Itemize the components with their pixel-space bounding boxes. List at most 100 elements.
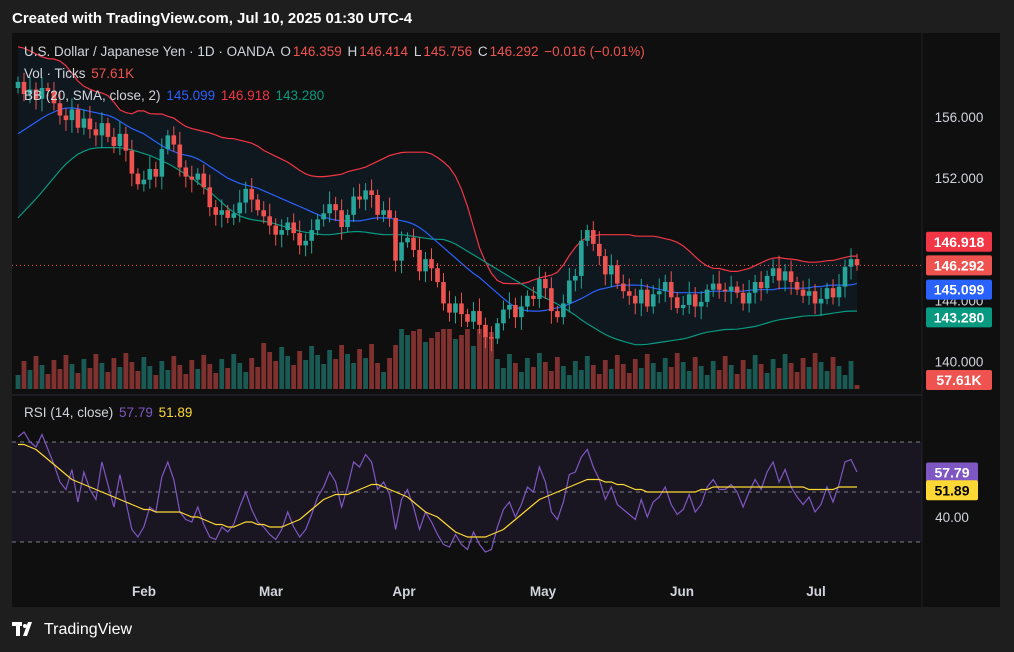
volume-bar bbox=[782, 354, 788, 389]
volume-bar bbox=[788, 363, 794, 389]
volume-bar bbox=[243, 372, 249, 389]
bb-basis-badge bbox=[926, 279, 992, 300]
candle-body bbox=[213, 207, 219, 215]
volume-bar bbox=[417, 329, 422, 389]
candle-body bbox=[435, 268, 440, 283]
candle-body bbox=[147, 168, 153, 180]
candle-body bbox=[207, 187, 213, 208]
candle-body bbox=[345, 214, 350, 228]
candle-body bbox=[417, 249, 422, 272]
time-tick-label: Apr bbox=[392, 584, 416, 599]
candle-body bbox=[249, 188, 255, 200]
candle-body bbox=[573, 275, 578, 281]
volume-bar bbox=[698, 366, 704, 389]
volume-bar bbox=[405, 335, 410, 389]
candle-body bbox=[381, 210, 386, 215]
chart-frame[interactable]: 156.000152.000148.000144.000140.000146.9… bbox=[12, 33, 1000, 607]
candle-body bbox=[99, 123, 105, 136]
open-label: O bbox=[280, 44, 291, 59]
footer-brand[interactable]: TradingView bbox=[12, 621, 132, 639]
volume-bar bbox=[728, 365, 734, 389]
volume-bar bbox=[189, 360, 195, 389]
volume-bar bbox=[501, 368, 506, 389]
candle-body bbox=[261, 210, 267, 217]
volume-bar bbox=[686, 371, 692, 389]
volume-bar bbox=[45, 374, 51, 389]
rsi-value: 57.79 bbox=[119, 405, 153, 420]
candle-body bbox=[45, 88, 51, 92]
volume-bar bbox=[554, 357, 560, 389]
candle-body bbox=[495, 323, 500, 339]
candle-body bbox=[836, 286, 842, 298]
candle-body bbox=[812, 291, 818, 304]
candle-body bbox=[447, 303, 452, 313]
volume-bar bbox=[519, 372, 524, 389]
volume-bar bbox=[459, 335, 464, 389]
volume-bar bbox=[746, 369, 752, 389]
volume-bar bbox=[812, 353, 818, 389]
bb-upper-line bbox=[17, 46, 857, 285]
candle-body bbox=[722, 289, 728, 292]
volume-bar bbox=[411, 331, 416, 389]
volume-bar bbox=[441, 329, 446, 389]
volume-bar bbox=[57, 369, 63, 389]
candle-body bbox=[561, 303, 566, 318]
volume-bar bbox=[566, 375, 572, 389]
volume-bar bbox=[776, 368, 782, 389]
candle-body bbox=[105, 123, 111, 137]
volume-bar bbox=[69, 364, 75, 389]
candle-body bbox=[818, 298, 824, 304]
candle-body bbox=[429, 259, 434, 269]
candle-body bbox=[453, 303, 458, 313]
candle-body bbox=[597, 243, 602, 257]
tradingview-logo-icon bbox=[12, 622, 32, 636]
volume-bar bbox=[75, 373, 81, 389]
volume-bar bbox=[363, 358, 368, 389]
chart-canvas[interactable]: 156.000152.000148.000144.000140.000146.9… bbox=[12, 33, 1000, 607]
volume-bar bbox=[752, 355, 758, 389]
volume-bar bbox=[33, 356, 39, 389]
candle-body bbox=[489, 337, 494, 339]
candle-body bbox=[333, 204, 338, 211]
price-tick-label: 156.000 bbox=[935, 110, 984, 125]
volume-bar bbox=[141, 357, 147, 389]
volume-bar bbox=[39, 365, 45, 389]
candle-body bbox=[848, 259, 854, 267]
candle-body bbox=[369, 190, 374, 195]
volume-bar bbox=[435, 332, 440, 389]
rsi-tick-label: 40.00 bbox=[935, 510, 969, 525]
volume-bar bbox=[471, 346, 476, 389]
candle-body bbox=[363, 190, 368, 200]
rsi-band-fill bbox=[12, 442, 922, 542]
candle-body bbox=[656, 291, 662, 295]
candle-body bbox=[644, 289, 650, 307]
candle-body bbox=[567, 280, 572, 304]
candle-body bbox=[686, 294, 692, 305]
volume-bar bbox=[602, 360, 608, 389]
volume-bar bbox=[333, 359, 339, 389]
candle-body bbox=[393, 217, 398, 261]
candle-body bbox=[39, 88, 45, 99]
volume-bar bbox=[327, 350, 333, 389]
volume-bar bbox=[429, 338, 434, 389]
candle-body bbox=[219, 210, 225, 215]
symbol-name: U.S. Dollar / Japanese Yen · 1D · OANDA bbox=[24, 44, 275, 59]
volume-bar bbox=[513, 363, 518, 389]
candle-body bbox=[710, 283, 716, 290]
volume-bar bbox=[321, 364, 327, 389]
volume-bar bbox=[105, 372, 111, 389]
candle-body bbox=[537, 278, 542, 299]
volume-bar bbox=[530, 367, 536, 389]
volume-bar bbox=[650, 363, 656, 389]
rsi-label: RSI (14, close) bbox=[24, 405, 114, 420]
volume-bar bbox=[81, 359, 87, 389]
volume-bar bbox=[507, 354, 512, 389]
candle-body bbox=[303, 240, 308, 246]
rsi-line bbox=[17, 431, 858, 553]
candle-body bbox=[405, 237, 410, 243]
volume-bar bbox=[273, 361, 279, 389]
candle-body bbox=[423, 259, 428, 272]
volume-bar bbox=[261, 343, 267, 389]
volume-bar bbox=[15, 375, 21, 389]
price-tick-label: 152.000 bbox=[935, 171, 984, 186]
